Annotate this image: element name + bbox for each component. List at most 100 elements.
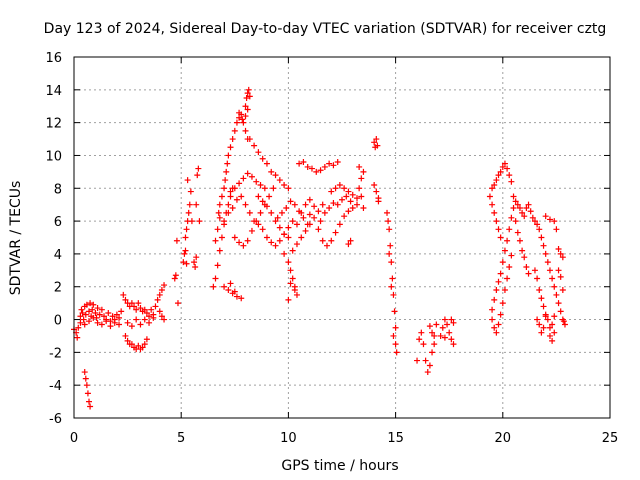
data-point (283, 204, 290, 211)
data-point (223, 168, 230, 175)
data-point (146, 313, 153, 320)
data-point (491, 181, 498, 188)
data-point (158, 287, 165, 294)
data-point (98, 306, 105, 313)
data-point (263, 160, 270, 167)
data-point (90, 314, 97, 321)
data-point (240, 175, 247, 182)
data-point (257, 181, 264, 188)
data-point (196, 218, 203, 225)
data-point (128, 300, 135, 307)
data-point (225, 201, 232, 208)
data-point (439, 324, 446, 331)
data-point (536, 321, 543, 328)
data-point (441, 316, 448, 323)
data-point (272, 242, 279, 249)
y-tick-label: 4 (54, 248, 62, 263)
data-point (386, 250, 393, 257)
data-point (519, 209, 526, 216)
data-point (360, 168, 367, 175)
data-point (192, 264, 199, 271)
data-point (173, 237, 180, 244)
data-point (426, 362, 433, 369)
data-point (306, 196, 313, 203)
data-point (553, 291, 560, 298)
data-point (519, 247, 526, 254)
data-point (161, 282, 168, 289)
data-point (540, 242, 547, 249)
data-point (278, 209, 285, 216)
data-point (81, 321, 88, 328)
data-point (181, 250, 188, 257)
data-point (261, 185, 268, 192)
data-point (499, 259, 506, 266)
data-point (493, 329, 500, 336)
data-point (285, 259, 292, 266)
data-point (328, 188, 335, 195)
data-point (313, 168, 320, 175)
data-point (491, 209, 498, 216)
data-point (193, 254, 200, 261)
data-point (128, 323, 135, 330)
data-point (137, 305, 144, 312)
data-point (501, 160, 508, 167)
data-point (268, 209, 275, 216)
data-point (448, 316, 455, 323)
data-point (373, 136, 380, 143)
data-point (495, 321, 502, 328)
data-point (135, 300, 142, 307)
data-point (542, 213, 549, 220)
x-tick-label: 0 (70, 431, 78, 446)
data-point (186, 201, 193, 208)
data-point (187, 188, 194, 195)
data-point (109, 313, 116, 320)
data-point (83, 301, 90, 308)
data-point (293, 221, 300, 228)
data-point (124, 319, 131, 326)
data-point (92, 309, 99, 316)
data-point (248, 173, 255, 180)
y-tick-label: 10 (45, 149, 62, 164)
data-point (510, 204, 517, 211)
data-point (222, 177, 229, 184)
data-point (374, 142, 381, 149)
data-point (506, 172, 513, 179)
data-point (347, 198, 354, 205)
data-point (323, 242, 330, 249)
data-point (122, 332, 129, 339)
data-point (499, 163, 506, 170)
data-point (418, 329, 425, 336)
data-point (84, 390, 91, 397)
data-point (285, 296, 292, 303)
data-point (231, 185, 238, 192)
data-point (276, 177, 283, 184)
data-point (446, 329, 453, 336)
y-tick-label: -6 (49, 412, 62, 427)
data-point (308, 165, 315, 172)
data-point (215, 209, 222, 216)
data-point (390, 332, 397, 339)
data-point (124, 337, 131, 344)
data-point (246, 209, 253, 216)
data-point (172, 272, 179, 279)
data-point (272, 218, 279, 225)
data-point (182, 247, 189, 254)
data-point (86, 308, 93, 315)
data-point (531, 267, 538, 274)
data-point (358, 175, 365, 182)
data-point (358, 193, 365, 200)
data-point (489, 201, 496, 208)
data-point (349, 204, 356, 211)
data-point (497, 311, 504, 318)
data-point (497, 168, 504, 175)
data-point (534, 316, 541, 323)
data-point (525, 201, 532, 208)
grid-lines (74, 57, 610, 418)
data-point (512, 218, 519, 225)
data-point (437, 332, 444, 339)
data-point (242, 127, 249, 134)
data-point (113, 311, 120, 318)
data-point (231, 288, 238, 295)
data-point (311, 214, 318, 221)
